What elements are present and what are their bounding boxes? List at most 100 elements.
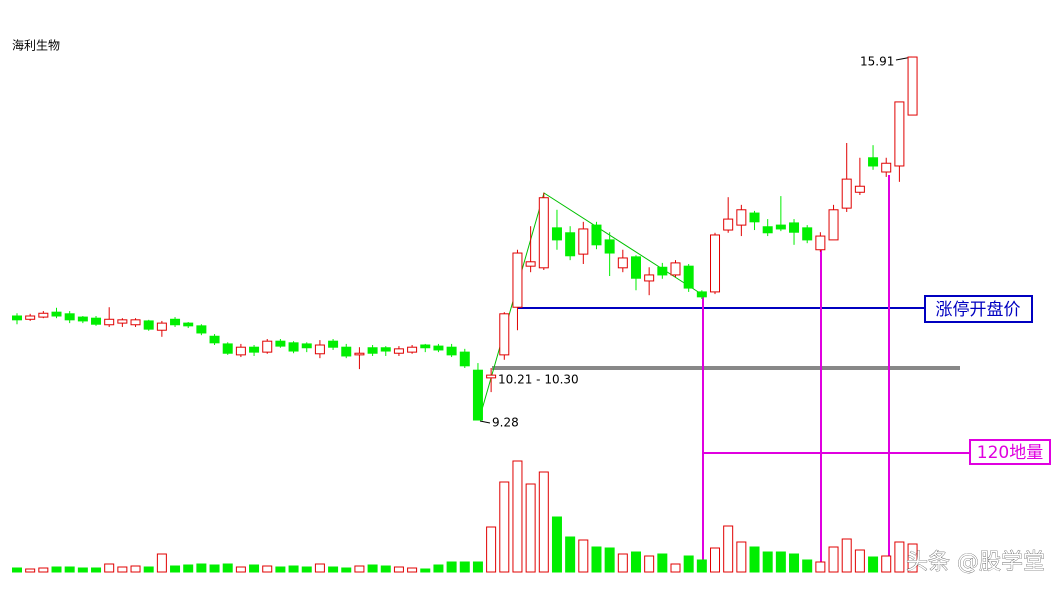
candle-body [130, 319, 141, 326]
volume-bar [868, 556, 879, 573]
candle-body [617, 257, 628, 269]
candle-body [775, 224, 786, 230]
volume-bar [657, 553, 668, 573]
candle-body [222, 343, 233, 354]
candle-body [749, 212, 760, 223]
volume-bar [894, 541, 905, 573]
volume-bar [183, 564, 194, 573]
candle-body [143, 320, 154, 330]
candle-body [472, 369, 483, 421]
low-volume-label: 120地量 [977, 443, 1043, 463]
candle-body [301, 343, 312, 349]
volume-bar [328, 566, 339, 573]
candle-body [170, 318, 181, 326]
candle-body [51, 311, 62, 317]
volume-bar [525, 483, 536, 573]
candle-body [156, 322, 167, 331]
volume-bar [130, 565, 141, 573]
candle-body [512, 252, 523, 308]
volume-bar [472, 561, 483, 573]
volume-bar [235, 566, 246, 573]
candle-body [657, 266, 668, 276]
candle-body [183, 322, 194, 327]
candle-body [25, 315, 36, 320]
candle-body [314, 344, 325, 355]
candle-body [446, 346, 457, 356]
label-box [969, 439, 1051, 465]
candle-body [789, 222, 800, 233]
volume-bar [683, 555, 694, 573]
volume-bar [604, 547, 615, 573]
candle-body [196, 325, 207, 334]
limit-open-label: 涨停开盘价 [936, 300, 1021, 320]
volume-bar [907, 543, 918, 573]
candle-body [802, 227, 813, 241]
volume-bar [25, 568, 36, 573]
volume-bar [881, 555, 892, 573]
candle-body [591, 224, 602, 246]
volume-bar [578, 539, 589, 573]
watermark: 头条 @股学堂 [906, 550, 1045, 575]
high-label: 15.91 [860, 55, 894, 69]
volume-bar [815, 561, 826, 573]
candle-body [235, 346, 246, 356]
volume-bar [341, 567, 352, 573]
volume-bar [551, 516, 562, 573]
volume-bar [512, 460, 523, 573]
candle-body [881, 162, 892, 173]
volume-bar [802, 559, 813, 573]
candle-body [12, 315, 22, 321]
candle-body [393, 348, 404, 354]
pointer [479, 420, 491, 424]
candle-body [104, 318, 115, 326]
volume-bar [51, 566, 62, 573]
candle-body [91, 317, 102, 325]
candle-body [551, 227, 562, 241]
candle-body [868, 157, 879, 167]
candle-body [367, 347, 378, 354]
volume-bar [314, 563, 325, 573]
volume-bar [775, 551, 786, 573]
volume-bar [841, 538, 852, 573]
candle-body [762, 226, 773, 234]
volume-bar [77, 567, 88, 573]
volume-bar [288, 565, 299, 573]
volume-bar [91, 567, 102, 573]
volume-bar [249, 564, 260, 573]
volume-bar [104, 563, 115, 573]
volume-bar [828, 546, 839, 573]
candle-body [604, 239, 615, 254]
volume-bar [630, 551, 641, 573]
candle-body [670, 262, 681, 276]
candle-body [433, 345, 444, 351]
candle-body [723, 218, 734, 231]
candle-body [380, 347, 391, 352]
volume-bar [789, 553, 800, 573]
candle-body [275, 340, 286, 347]
volume-bar [710, 547, 721, 573]
candle-body [644, 274, 655, 282]
volume-bar [670, 563, 681, 573]
volume-bar [499, 481, 510, 573]
volume-bar [420, 568, 431, 573]
candle-body [262, 340, 273, 353]
low-label: 9.28 [492, 416, 519, 430]
candle-body [77, 316, 88, 322]
candle-body [64, 313, 75, 321]
candle-body [38, 312, 49, 318]
volume-bar [538, 471, 549, 573]
volume-bar [407, 567, 418, 573]
candle-body [525, 261, 536, 267]
volume-bar [749, 546, 760, 573]
candle-body [630, 256, 641, 279]
candle-body [354, 352, 365, 356]
candle-body [907, 56, 918, 116]
volume-bar [38, 567, 49, 573]
label-box [924, 295, 1033, 323]
volume-bar [64, 566, 75, 573]
candle-body [565, 232, 576, 257]
volume-bar [209, 564, 220, 573]
volume-bar [380, 565, 391, 573]
